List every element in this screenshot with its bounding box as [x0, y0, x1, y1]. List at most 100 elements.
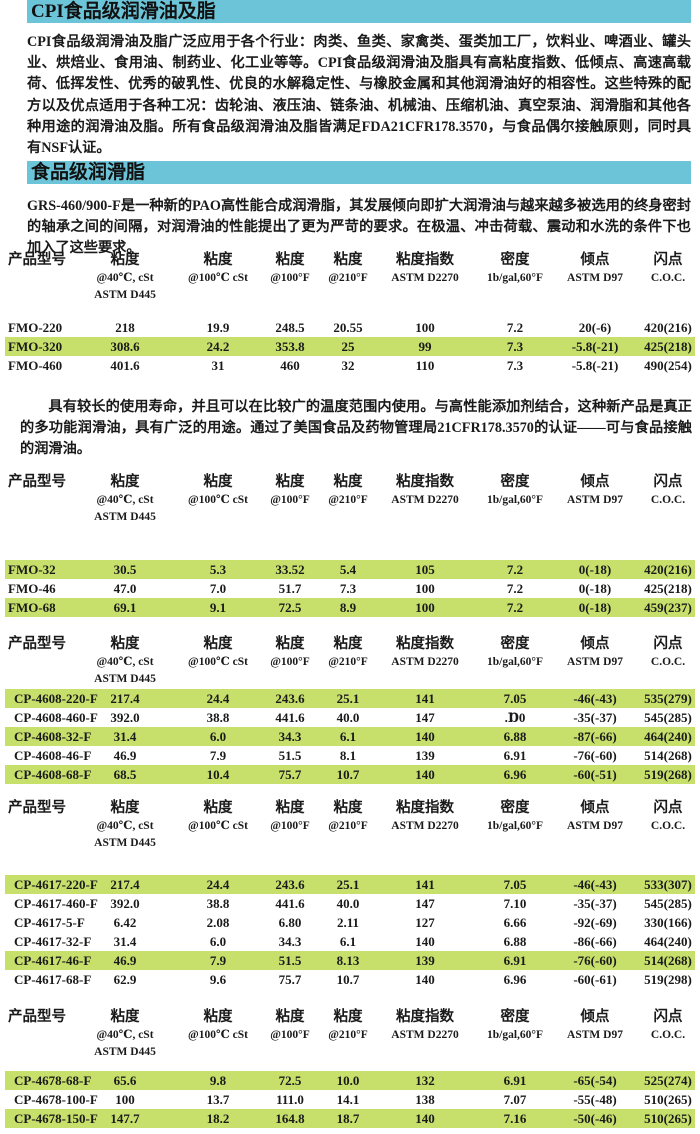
column-title: 密度	[500, 1009, 530, 1025]
product-model: CP-4678-100-F	[14, 1092, 98, 1107]
column-header: 粘度 @100℃ cSt	[188, 1007, 248, 1044]
column-header: 粘度 @100°F	[270, 1007, 310, 1044]
table-cell: 5.3	[209, 562, 227, 577]
table-cell: 519(268)	[644, 767, 692, 782]
table-cell: 6.0	[209, 729, 227, 744]
table-cell: 7.05	[503, 691, 527, 706]
product-model: CP-4617-5-F	[14, 915, 85, 930]
column-header: 粘度 @100°F	[270, 798, 310, 835]
table-cell: 7.9	[209, 748, 227, 763]
table-cell: 0(-18)	[578, 600, 612, 615]
column-header: 粘度 @210°F	[328, 798, 368, 835]
table-cell: 72.5	[278, 600, 302, 615]
column-title: 粘度	[333, 474, 363, 490]
column-header: 粘度 @100℃ cSt	[188, 798, 248, 835]
column-subtitle: ASTM D2270	[391, 820, 459, 832]
column-subtitle: ASTM D445	[94, 837, 156, 849]
table-cell: 24.4	[206, 691, 230, 706]
table-cell: 111.0	[276, 1092, 304, 1107]
table-cell: 51.5	[278, 748, 302, 763]
table-cell: 7.3	[506, 358, 524, 373]
column-subtitle: @210°F	[328, 272, 368, 284]
table-cell: 6.91	[503, 1073, 527, 1088]
table-cell: 40.0	[336, 710, 360, 725]
table-cell: .Ɒ0	[504, 710, 526, 725]
column-title: 粘度	[275, 800, 305, 816]
table-cell: 100	[415, 581, 435, 596]
spec-table-cp-4608: 产品型号 粘度 @40℃, cSt ASTM D445 粘度 @100℃ cSt 粘度 @10…	[0, 634, 700, 784]
table-cell: 62.9	[113, 972, 137, 987]
spec-table-fmo-2: 产品型号 粘度 @40℃, cSt ASTM D445 粘度 @100℃ cSt 粘度 @10…	[0, 472, 700, 617]
grease-paragraph: GRS-460/900-F是一种新的PAO高性能合成润滑脂，其发展倾向即扩大润滑…	[27, 198, 691, 257]
table-cell: 10.7	[336, 767, 360, 782]
table-cell: 2.08	[206, 915, 230, 930]
product-model: CP-4678-150-F	[14, 1111, 98, 1126]
column-title: 产品型号	[8, 800, 66, 816]
table-cell: 147	[415, 896, 435, 911]
column-subtitle: ASTM D445	[94, 511, 156, 523]
table-cell: 40.0	[336, 896, 360, 911]
column-header: 密度 1b/gal,60°F	[487, 472, 543, 509]
table-cell: 75.7	[278, 767, 302, 782]
column-header: 粘度 @210°F	[328, 472, 368, 509]
column-header: 产品型号	[8, 1007, 66, 1027]
column-header: 粘度 @100°F	[270, 250, 310, 287]
column-header: 粘度 @40℃, cSt ASTM D445	[94, 250, 156, 304]
table-row: CP-4608-68-F 68.5 10.4 75.7 10.7 140 6.96 -60(-…	[5, 765, 695, 784]
table-cell: 8.1	[339, 748, 357, 763]
column-title: 产品型号	[8, 252, 66, 268]
column-header: 粘度指数 ASTM D2270	[391, 798, 458, 835]
table-cell: 510(265)	[644, 1092, 692, 1107]
column-title: 倾点	[580, 636, 610, 652]
table-cell: 38.8	[206, 710, 230, 725]
table-cell: 47.0	[113, 581, 137, 596]
table-cell: 46.9	[113, 953, 137, 968]
column-header: 粘度指数 ASTM D2270	[391, 250, 458, 287]
column-subtitle: ASTM D445	[94, 673, 156, 685]
column-title: 闪点	[653, 1009, 683, 1025]
table-cell: 147	[415, 710, 435, 725]
table-row: FMO-32 30.5 5.3 33.52 5.4 105 7.2 0(-18) 420(216…	[5, 560, 695, 579]
column-header: 产品型号	[8, 798, 66, 818]
column-subtitle: @40℃, cSt	[96, 656, 154, 668]
table-cell: 141	[415, 691, 435, 706]
table-cell: 420(216)	[644, 320, 692, 335]
column-title: 产品型号	[8, 636, 66, 652]
table-cell: 533(307)	[644, 877, 692, 892]
column-subtitle: @100°F	[270, 820, 310, 832]
table-cell: 5.4	[339, 562, 357, 577]
table-cell: 545(285)	[644, 710, 692, 725]
column-title: 倾点	[580, 800, 610, 816]
spec-table-cp-4678: 产品型号 粘度 @40℃, cSt ASTM D445 粘度 @100℃ cSt 粘度 @10…	[0, 1007, 700, 1128]
column-header: 粘度 @210°F	[328, 1007, 368, 1044]
table-cell: 441.6	[275, 896, 305, 911]
table-cell: 10.7	[336, 972, 360, 987]
table-row: CP-4678-100-F 100 13.7 111.0 14.1 138 7.07 -55(…	[0, 1090, 700, 1109]
table-cell: 72.5	[278, 1073, 302, 1088]
table-cell: 138	[415, 1092, 435, 1107]
column-title: 粘度	[203, 636, 233, 652]
table-cell: 7.2	[506, 581, 524, 596]
table-cell: 7.3	[506, 339, 524, 354]
column-header: 闪点 C.O.C.	[651, 250, 685, 287]
table-cell: 25	[341, 339, 355, 354]
column-title: 产品型号	[8, 1009, 66, 1025]
column-title: 闪点	[653, 800, 683, 816]
table-cell: 6.0	[209, 934, 227, 949]
column-subtitle: @100°F	[270, 1029, 310, 1041]
table-cell: 490(254)	[644, 358, 692, 373]
table-cell: 46.9	[113, 748, 137, 763]
column-subtitle: ASTM D445	[94, 1046, 156, 1058]
table-cell: 401.6	[110, 358, 140, 373]
column-title: 粘度	[275, 1009, 305, 1025]
table-cell: 100	[115, 1092, 135, 1107]
column-title: 粘度指数	[396, 474, 454, 490]
table-cell: -35(-37)	[573, 896, 617, 911]
product-model: CP-4617-68-F	[14, 972, 92, 987]
table-cell: 75.7	[278, 972, 302, 987]
table-cell: 7.05	[503, 877, 527, 892]
table-cell: 6.66	[503, 915, 527, 930]
table-cell: 140	[415, 767, 435, 782]
table-cell: 100	[415, 600, 435, 615]
column-header: 闪点 C.O.C.	[651, 1007, 685, 1044]
